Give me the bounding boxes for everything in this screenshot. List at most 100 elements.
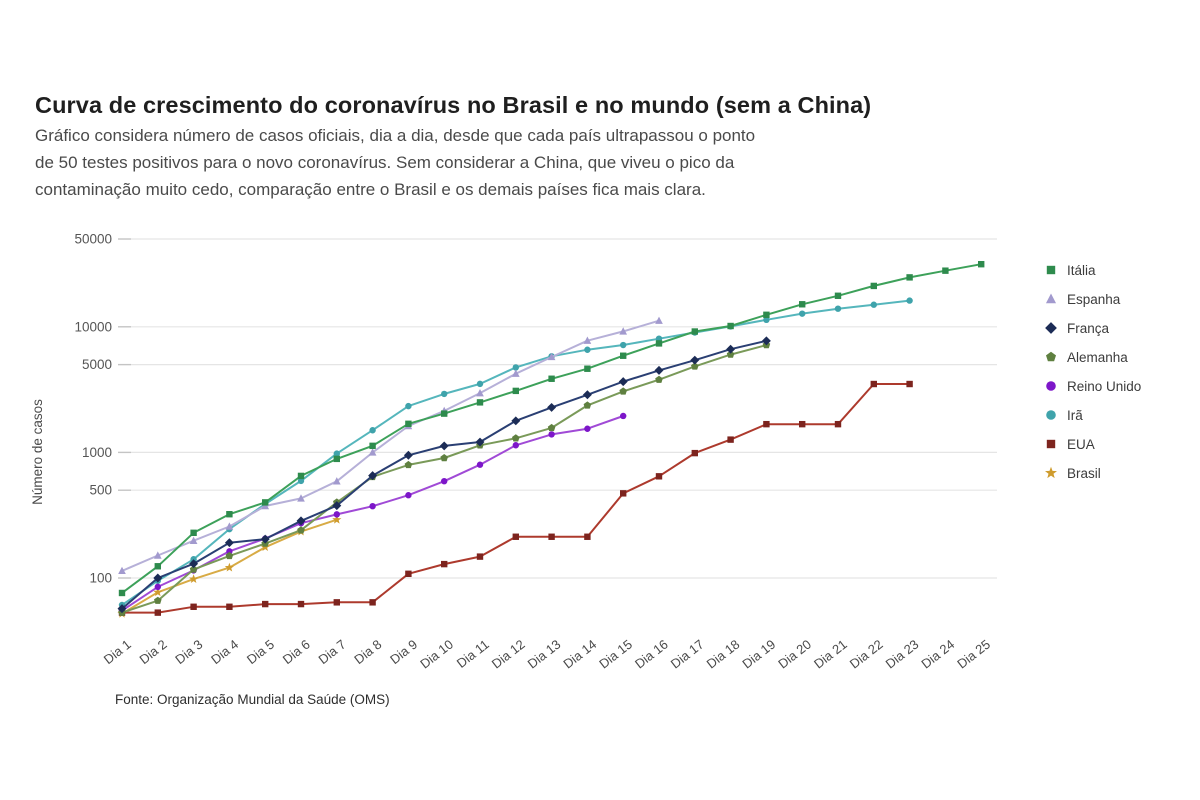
legend-item-espanha: Espanha: [1044, 289, 1141, 309]
data-point-marker: [834, 420, 842, 428]
x-axis-tick-label: Dia 8: [351, 637, 384, 668]
chart-subtitle: Gráfico considera número de casos oficia…: [35, 122, 935, 203]
data-point-marker: [655, 375, 663, 383]
x-axis-tick-label: Dia 21: [811, 637, 850, 672]
data-point-marker: [583, 401, 592, 409]
x-axis-tick-label: Dia 20: [775, 637, 814, 672]
subtitle-line-3: contaminação muito cedo, comparação entr…: [35, 180, 706, 199]
x-axis-tick-label: Dia 24: [918, 637, 957, 672]
data-point-marker: [654, 365, 664, 375]
data-point-marker: [118, 589, 126, 597]
data-point-marker: [224, 562, 234, 572]
x-axis-tick-label: Dia 19: [739, 637, 778, 672]
data-point-marker: [476, 553, 484, 560]
data-point-marker: [584, 425, 591, 432]
data-point-marker: [547, 423, 556, 432]
data-point-marker: [405, 492, 412, 499]
x-axis-tick-label: Dia 14: [560, 637, 599, 672]
data-point-marker: [154, 596, 162, 604]
data-point-marker: [333, 450, 340, 457]
data-point-marker: [799, 310, 806, 317]
legend-item-alemanha: Alemanha: [1044, 347, 1141, 367]
legend-item-label: Reino Unido: [1067, 378, 1142, 394]
data-point-marker: [618, 377, 628, 387]
data-point-marker: [582, 390, 592, 400]
legend-item-label: Espanha: [1067, 291, 1121, 307]
data-point-marker: [906, 380, 913, 388]
data-point-marker: [297, 600, 305, 608]
square-legend-marker-icon: [1046, 265, 1056, 275]
data-point-marker: [296, 516, 306, 526]
y-axis-tick-label: 1000: [82, 445, 112, 460]
data-point-marker: [512, 364, 519, 371]
data-point-marker: [475, 437, 485, 447]
x-axis-tick-label: Dia 10: [417, 637, 456, 672]
data-point-marker: [440, 454, 448, 462]
data-point-marker: [117, 604, 127, 614]
data-point-marker: [189, 536, 198, 544]
data-point-marker: [763, 420, 770, 428]
legend-item-label: Itália: [1067, 262, 1096, 278]
legend-item-label: França: [1067, 320, 1110, 336]
data-point-marker: [405, 570, 412, 578]
data-point-marker: [690, 355, 700, 365]
data-point-marker: [512, 533, 519, 540]
circle-legend-marker-icon: [1046, 381, 1056, 391]
legend-item-itália: Itália: [1044, 260, 1141, 280]
data-point-marker: [260, 534, 270, 544]
data-point-marker: [799, 301, 806, 308]
data-point-marker: [691, 449, 698, 457]
x-axis-tick-label: Dia 1: [101, 637, 134, 668]
data-point-marker: [441, 390, 448, 398]
data-point-marker: [189, 559, 199, 569]
data-point-marker: [189, 574, 199, 583]
data-point-marker: [512, 442, 519, 449]
series-line-espanha: [121, 319, 660, 572]
data-point-marker: [297, 494, 305, 502]
data-point-marker: [189, 565, 198, 573]
data-point-marker: [619, 387, 627, 395]
data-point-marker: [441, 410, 448, 417]
data-point-marker: [154, 583, 161, 591]
data-point-marker: [476, 380, 484, 388]
x-axis-tick-label: Dia 18: [704, 637, 743, 672]
data-point-marker: [620, 352, 627, 359]
data-point-marker: [726, 350, 735, 358]
legend-item-brasil: Brasil: [1044, 463, 1141, 483]
data-point-marker: [333, 511, 340, 518]
data-point-marker: [547, 352, 556, 361]
legend-item-eua: EUA: [1044, 434, 1141, 454]
legend-item-label: Alemanha: [1067, 349, 1128, 365]
data-point-marker: [369, 502, 376, 510]
data-point-marker: [763, 311, 770, 318]
data-point-marker: [906, 297, 913, 304]
x-axis-tick-label: Dia 13: [525, 637, 564, 672]
data-point-marker: [691, 328, 698, 335]
x-axis-tick-label: Dia 12: [489, 637, 528, 672]
x-axis-tick-label: Dia 5: [244, 637, 277, 668]
data-point-marker: [511, 369, 520, 377]
x-axis-tick-label: Dia 7: [315, 637, 348, 668]
data-point-marker: [441, 560, 448, 568]
data-point-marker: [548, 431, 555, 438]
data-point-marker: [584, 346, 591, 353]
data-point-marker: [763, 316, 770, 324]
data-point-marker: [441, 477, 448, 485]
data-point-marker: [439, 441, 449, 451]
data-point-marker: [297, 477, 305, 485]
data-point-marker: [655, 473, 663, 480]
data-point-marker: [154, 609, 161, 616]
legend-item-frança: França: [1044, 318, 1141, 338]
data-point-marker: [332, 477, 341, 485]
data-point-marker: [834, 292, 842, 299]
x-axis-tick-label: Dia 4: [208, 637, 241, 668]
y-axis-title: Número de casos: [30, 399, 45, 505]
data-point-marker: [368, 471, 378, 481]
data-point-marker: [512, 434, 520, 442]
data-point-marker: [620, 490, 627, 497]
data-point-marker: [691, 362, 699, 370]
data-point-marker: [906, 274, 913, 281]
data-point-marker: [369, 427, 376, 434]
